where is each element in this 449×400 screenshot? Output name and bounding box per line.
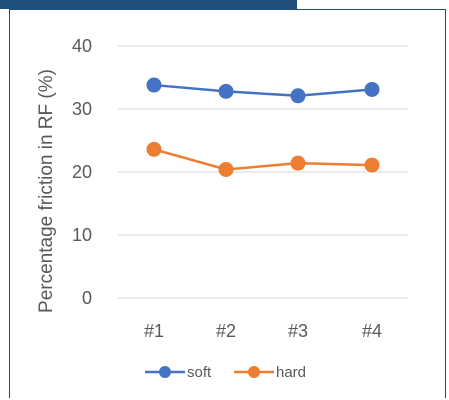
y-tick-label: 10: [72, 225, 92, 245]
chart-frame: [9, 9, 446, 398]
data-point-hard: [364, 157, 380, 173]
legend: soft hard: [145, 364, 306, 381]
series-line-soft: [153, 83, 373, 98]
x-tick-label: #4: [362, 321, 382, 341]
gridlines: [118, 45, 408, 299]
data-point-soft: [146, 77, 162, 93]
y-axis-label: Percentage friction in RF (%): [36, 69, 57, 313]
data-point-hard: [146, 141, 162, 157]
x-axis-ticks: #1 #2 #3 #4: [144, 321, 382, 341]
legend-marker-hard: [248, 366, 260, 378]
y-axis-ticks: 0 10 20 30 40: [72, 36, 92, 308]
y-tick-label: 0: [82, 288, 92, 308]
legend-marker-soft: [159, 366, 171, 378]
header-bar: [0, 0, 297, 9]
y-tick-label: 40: [72, 36, 92, 56]
data-point-hard: [290, 155, 306, 171]
y-tick-label: 30: [72, 99, 92, 119]
legend-label-hard: hard: [276, 364, 306, 381]
series-line-hard: [153, 148, 373, 171]
x-tick-label: #3: [288, 321, 308, 341]
legend-label-soft: soft: [187, 364, 212, 381]
data-point-hard: [218, 161, 234, 177]
x-tick-label: #1: [144, 321, 164, 341]
series-layer: [146, 77, 380, 177]
data-point-soft: [290, 88, 306, 104]
data-point-soft: [218, 83, 234, 99]
data-point-soft: [364, 81, 380, 97]
x-tick-label: #2: [216, 321, 236, 341]
y-tick-label: 20: [72, 162, 92, 182]
